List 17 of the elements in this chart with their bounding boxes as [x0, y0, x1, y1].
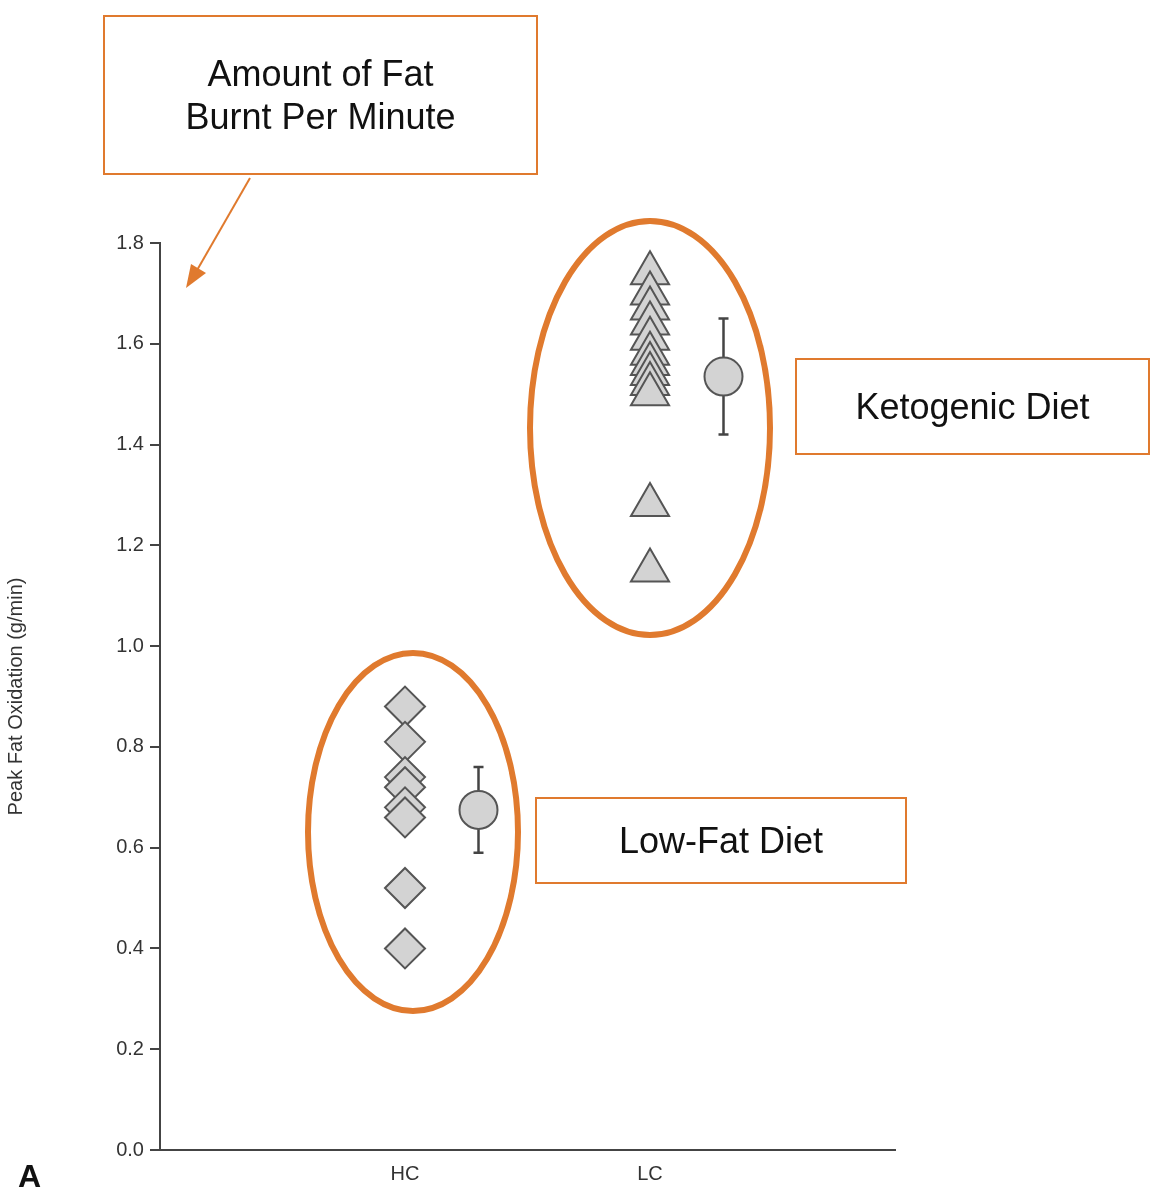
- y-tick-label: 1.2: [116, 532, 144, 555]
- y-tick-label: 1.4: [116, 432, 144, 455]
- y-axis-title: Peak Fat Oxidation (g/min): [3, 577, 26, 816]
- x-tick-label: LC: [637, 1161, 663, 1184]
- annotation: Low-Fat Diet: [618, 818, 824, 863]
- text: Amount of Fat Burnt Per Minute: [184, 51, 457, 139]
- y-tick-label: 0.2: [116, 1036, 144, 1059]
- y-tick-label: 0.0: [116, 1137, 144, 1160]
- y-tick-label: 0.8: [116, 734, 144, 757]
- y-tick-label: 1.8: [116, 230, 144, 253]
- y-tick-label: 1.6: [116, 331, 144, 354]
- x-tick-label: HC: [390, 1161, 420, 1184]
- y-tick-label: 0.6: [116, 835, 144, 858]
- y-tick-label: 1.0: [116, 633, 144, 656]
- text: A: [18, 1158, 42, 1194]
- annotation: Ketogenic Diet: [855, 384, 1090, 429]
- y-tick-label: 0.4: [116, 935, 144, 958]
